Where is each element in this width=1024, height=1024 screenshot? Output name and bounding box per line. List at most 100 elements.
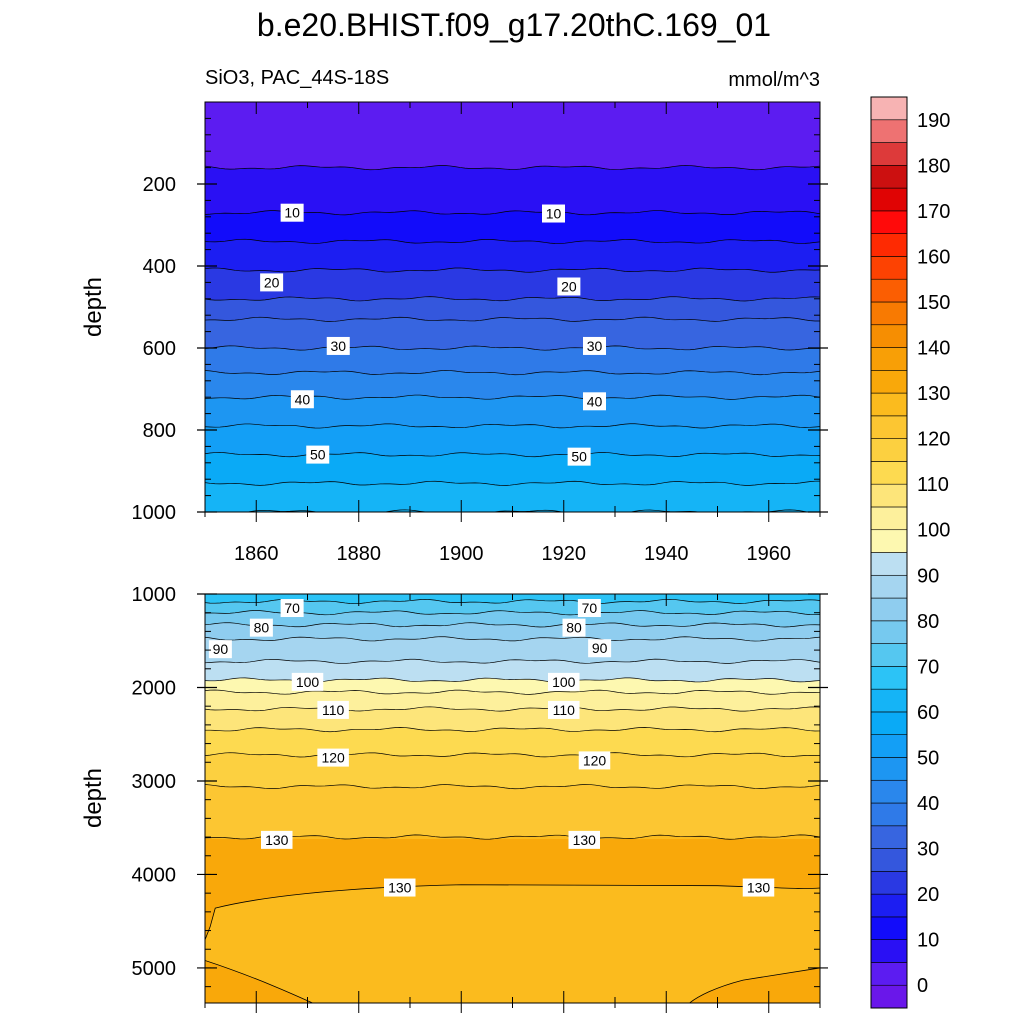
- colorbar-tick-label: 60: [917, 702, 939, 724]
- contour-label-box: [280, 599, 304, 618]
- contour-label: 40: [587, 393, 603, 409]
- colorbar-swatch: [870, 620, 908, 644]
- y-axis-label: depth: [80, 768, 107, 828]
- colorbar-swatch: [870, 142, 908, 166]
- contour-line: [205, 834, 820, 840]
- colorbar-swatch: [870, 233, 908, 257]
- contour-label-box: [260, 273, 284, 292]
- colorbar-swatch: [870, 574, 908, 599]
- contour-label: 30: [330, 338, 346, 354]
- contour-label: 80: [566, 620, 582, 636]
- y-tick-label: 200: [143, 174, 176, 196]
- colorbar-swatch: [870, 96, 908, 121]
- x-tick-label: 1860: [234, 543, 279, 565]
- contour-line: [205, 296, 820, 302]
- contour-label-box: [548, 700, 580, 719]
- contour-line: [205, 706, 820, 712]
- contour-label: 50: [310, 447, 326, 463]
- contour-label: 90: [592, 640, 608, 656]
- contour-label: 10: [546, 206, 562, 222]
- colorbar-tick-label: 180: [917, 155, 950, 177]
- y-axis-label: depth: [80, 277, 107, 337]
- contour-label-box: [742, 878, 775, 897]
- colorbar-swatch: [870, 324, 908, 348]
- colorbar-swatch: [870, 825, 908, 849]
- y-tick-label: 400: [143, 256, 176, 278]
- chart-units-label: mmol/m^3: [728, 69, 820, 91]
- contour-label-box: [317, 748, 349, 767]
- colorbar-swatch: [870, 643, 908, 667]
- contour-line: [205, 480, 820, 486]
- colorbar-swatch: [870, 711, 908, 735]
- colorbar-tick-label: 50: [917, 747, 939, 769]
- colorbar-swatch: [870, 871, 908, 895]
- contour-line: [205, 238, 820, 244]
- colorbar-swatch: [870, 779, 908, 804]
- contour-line: [205, 636, 820, 642]
- colorbar-tick-label: 140: [917, 338, 950, 360]
- contour-label: 20: [561, 279, 577, 295]
- x-tick-label: 1960: [747, 543, 792, 565]
- contour-line: [205, 370, 820, 376]
- contour-label-box: [583, 336, 606, 355]
- contour-line: [205, 345, 820, 351]
- colorbar-swatch: [870, 962, 908, 986]
- contour-label-box: [384, 878, 416, 897]
- y-tick-label: 4000: [132, 864, 177, 886]
- contour-line: [205, 689, 820, 695]
- colorbar-tick-label: 190: [917, 110, 950, 132]
- y-tick-label: 600: [143, 338, 176, 360]
- y-tick-label: 1000: [132, 584, 177, 606]
- colorbar-tick-label: 110: [917, 474, 949, 496]
- contour-label: 70: [582, 600, 598, 616]
- x-tick-label: 1880: [337, 543, 382, 565]
- contour-label-box: [577, 599, 601, 618]
- contour-label: 50: [571, 449, 587, 465]
- contour-line: [205, 423, 820, 429]
- contour-label: 30: [587, 338, 603, 354]
- contour-fill-group: 10 10 20 20 30 30 40 40 50 50: [205, 102, 820, 512]
- colorbar-tick-label: 40: [917, 793, 939, 815]
- contour-line: [205, 727, 820, 733]
- contour-label-box: [306, 445, 330, 464]
- contour-label: 90: [213, 641, 229, 657]
- colorbar-tick-label: 150: [917, 292, 950, 314]
- contour-line: [205, 165, 820, 171]
- colorbar-tick-label: 0: [917, 975, 928, 997]
- colorbar-tick-label: 100: [917, 520, 950, 542]
- colorbar-swatch: [870, 165, 908, 189]
- contour-line: [205, 316, 820, 322]
- colorbar-swatch: [870, 438, 908, 462]
- colorbar-tick-label: 10: [917, 930, 939, 952]
- colorbar-swatch: [870, 848, 908, 872]
- contour-label: 40: [295, 391, 311, 407]
- y-tick-label: 800: [143, 420, 176, 442]
- contour-label-box: [562, 618, 586, 637]
- contour-line: [205, 784, 820, 790]
- y-tick-label: 3000: [132, 771, 177, 793]
- colorbar-swatch: [870, 802, 908, 827]
- colorbar-swatch: [870, 301, 908, 326]
- contour-label-box: [557, 277, 581, 296]
- colorbar-swatch: [870, 256, 908, 280]
- contour-label: 100: [552, 674, 576, 690]
- contour-label-box: [326, 336, 350, 355]
- colorbar-tick-label: 160: [917, 246, 950, 268]
- contour-line: [205, 752, 820, 758]
- colorbar-swatch: [870, 461, 908, 485]
- colorbar-swatch: [870, 984, 908, 1009]
- contour-label: 110: [553, 702, 576, 718]
- contour-label: 130: [388, 880, 412, 896]
- contour-label-box: [542, 204, 565, 223]
- contour-label-box: [588, 639, 612, 658]
- colorbar-swatch: [870, 893, 908, 918]
- contour-band: [205, 481, 820, 512]
- contour-label: 110: [322, 702, 345, 718]
- contour-label-box: [208, 640, 232, 659]
- colorbar-tick-label: 130: [917, 383, 950, 405]
- contour-label-box: [583, 392, 606, 411]
- y-tick-label: 1000: [132, 502, 177, 524]
